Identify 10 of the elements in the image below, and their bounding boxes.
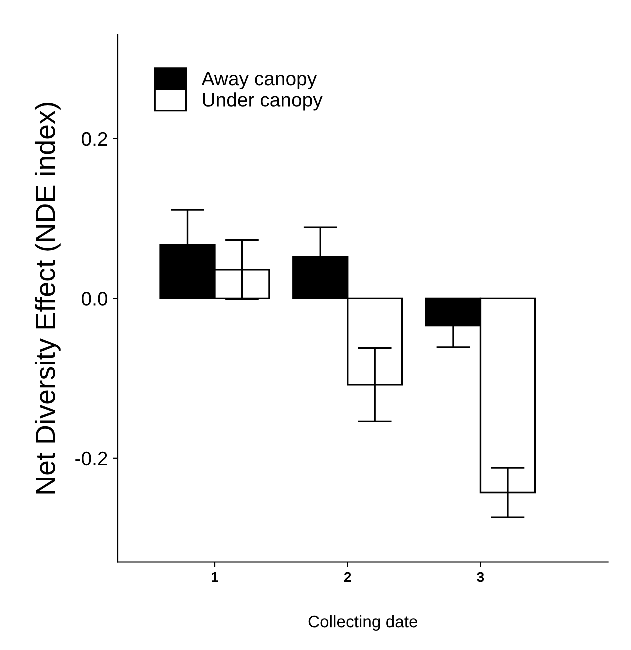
x-tick-label: 3	[477, 572, 484, 582]
legend-label: Away canopy	[202, 72, 318, 90]
x-axis-title: Collecting date	[308, 615, 418, 632]
y-tick-label: -0.2	[76, 452, 108, 466]
y-axis-title: Net Diversity Effect (NDE index)	[34, 103, 61, 494]
legend-label: Under canopy	[203, 92, 323, 111]
x-tick-label: 1	[212, 572, 218, 582]
x-tick-label: 2	[344, 572, 352, 582]
y-tick-label: 0.2	[82, 132, 108, 146]
y-tick-label: 0.0	[82, 292, 108, 306]
